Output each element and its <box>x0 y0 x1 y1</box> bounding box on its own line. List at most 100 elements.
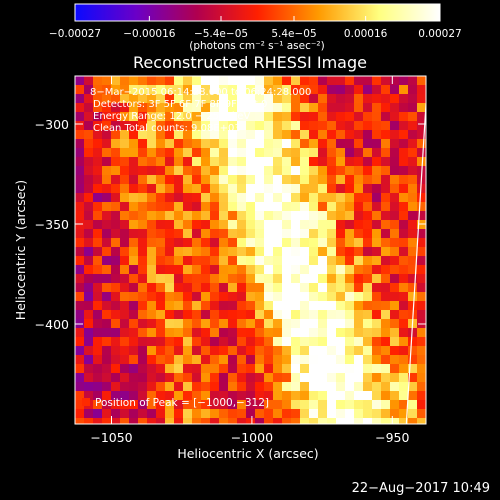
heatmap-cell <box>102 85 112 95</box>
heatmap-cell <box>399 310 409 320</box>
heatmap-cell <box>201 409 211 419</box>
heatmap-cell <box>372 76 382 86</box>
heatmap-cell <box>381 292 391 302</box>
heatmap-cell <box>363 337 373 347</box>
heatmap-cell <box>165 301 175 311</box>
heatmap-cell <box>183 112 193 122</box>
heatmap-cell <box>309 193 319 203</box>
heatmap-cell <box>129 229 139 239</box>
colorbar-tick-label: −5.4e−05 <box>194 28 248 40</box>
heatmap-cell <box>93 166 103 176</box>
heatmap-cell <box>120 409 130 419</box>
heatmap-cell <box>381 265 391 275</box>
heatmap-cell <box>408 409 418 419</box>
heatmap-cell <box>129 346 139 356</box>
heatmap-cell <box>102 391 112 401</box>
heatmap-cell <box>120 220 130 230</box>
heatmap-cell <box>381 112 391 122</box>
heatmap-cell <box>354 229 364 239</box>
heatmap-cell <box>156 76 166 86</box>
heatmap-cell <box>165 238 175 248</box>
heatmap-cell <box>192 130 202 140</box>
heatmap-cell <box>417 256 426 266</box>
heatmap-cell <box>165 85 175 95</box>
heatmap-cell <box>372 148 382 158</box>
heatmap-cell <box>291 175 301 185</box>
heatmap-cell <box>120 76 130 86</box>
heatmap-cell <box>390 193 400 203</box>
heatmap-cell <box>156 157 166 167</box>
heatmap-cell <box>237 265 247 275</box>
heatmap-cell <box>75 130 85 140</box>
heatmap-cell <box>174 391 184 401</box>
heatmap-cell <box>336 85 346 95</box>
heatmap-cell <box>318 157 328 167</box>
heatmap-cell <box>300 112 310 122</box>
heatmap-cell <box>291 382 301 392</box>
heatmap-cell <box>183 139 193 149</box>
heatmap-cell <box>237 382 247 392</box>
heatmap-cell <box>255 391 265 401</box>
heatmap-cell <box>129 130 139 140</box>
heatmap-cell <box>93 202 103 212</box>
heatmap-cell <box>120 166 130 176</box>
heatmap-cell <box>237 274 247 284</box>
heatmap-cell <box>174 76 184 86</box>
heatmap-cell <box>75 76 85 86</box>
heatmap-cell <box>363 310 373 320</box>
heatmap-cell <box>264 103 274 113</box>
heatmap-cell <box>102 220 112 230</box>
heatmap-cell <box>174 220 184 230</box>
heatmap-cell <box>354 355 364 365</box>
heatmap-cell <box>255 274 265 284</box>
heatmap-cell <box>327 238 337 248</box>
heatmap-cell <box>183 166 193 176</box>
heatmap-cell <box>138 265 148 275</box>
heatmap-cell <box>237 139 247 149</box>
heatmap-cell <box>201 418 211 424</box>
heatmap-cell <box>165 103 175 113</box>
heatmap-cell <box>120 310 130 320</box>
heatmap-cell <box>201 85 211 95</box>
heatmap-cell <box>210 76 220 86</box>
heatmap-cell <box>111 85 121 95</box>
heatmap-cell <box>246 112 256 122</box>
heatmap-cell <box>345 247 355 257</box>
heatmap-cell <box>291 166 301 176</box>
heatmap-cell <box>165 94 175 104</box>
heatmap-cell <box>237 148 247 158</box>
heatmap-cell <box>399 373 409 383</box>
heatmap-cell <box>255 85 265 95</box>
heatmap-cell <box>138 301 148 311</box>
heatmap-cell <box>210 184 220 194</box>
heatmap-cell <box>336 274 346 284</box>
heatmap-cell <box>291 130 301 140</box>
heatmap-cell <box>210 148 220 158</box>
heatmap-cell <box>381 247 391 257</box>
heatmap-cell <box>318 319 328 329</box>
heatmap-cell <box>174 409 184 419</box>
heatmap-cell <box>417 247 426 257</box>
heatmap-cell <box>84 112 94 122</box>
heatmap-cell <box>120 256 130 266</box>
heatmap-cell <box>192 364 202 374</box>
heatmap-cell <box>156 346 166 356</box>
heatmap-cell <box>336 166 346 176</box>
heatmap-cell <box>381 193 391 203</box>
heatmap-cell <box>156 211 166 221</box>
heatmap-cell <box>327 292 337 302</box>
heatmap-cell <box>138 220 148 230</box>
heatmap-cell <box>219 121 229 131</box>
heatmap-cell <box>291 283 301 293</box>
heatmap-cell <box>327 346 337 356</box>
heatmap-cell <box>228 94 238 104</box>
heatmap-cell <box>399 175 409 185</box>
heatmap-cell <box>102 373 112 383</box>
heatmap-cell <box>282 301 292 311</box>
heatmap-cell <box>75 247 85 257</box>
heatmap-cell <box>390 292 400 302</box>
heatmap-cell <box>228 184 238 194</box>
heatmap-cell <box>390 418 400 424</box>
heatmap-cell <box>129 211 139 221</box>
heatmap-cell <box>336 328 346 338</box>
